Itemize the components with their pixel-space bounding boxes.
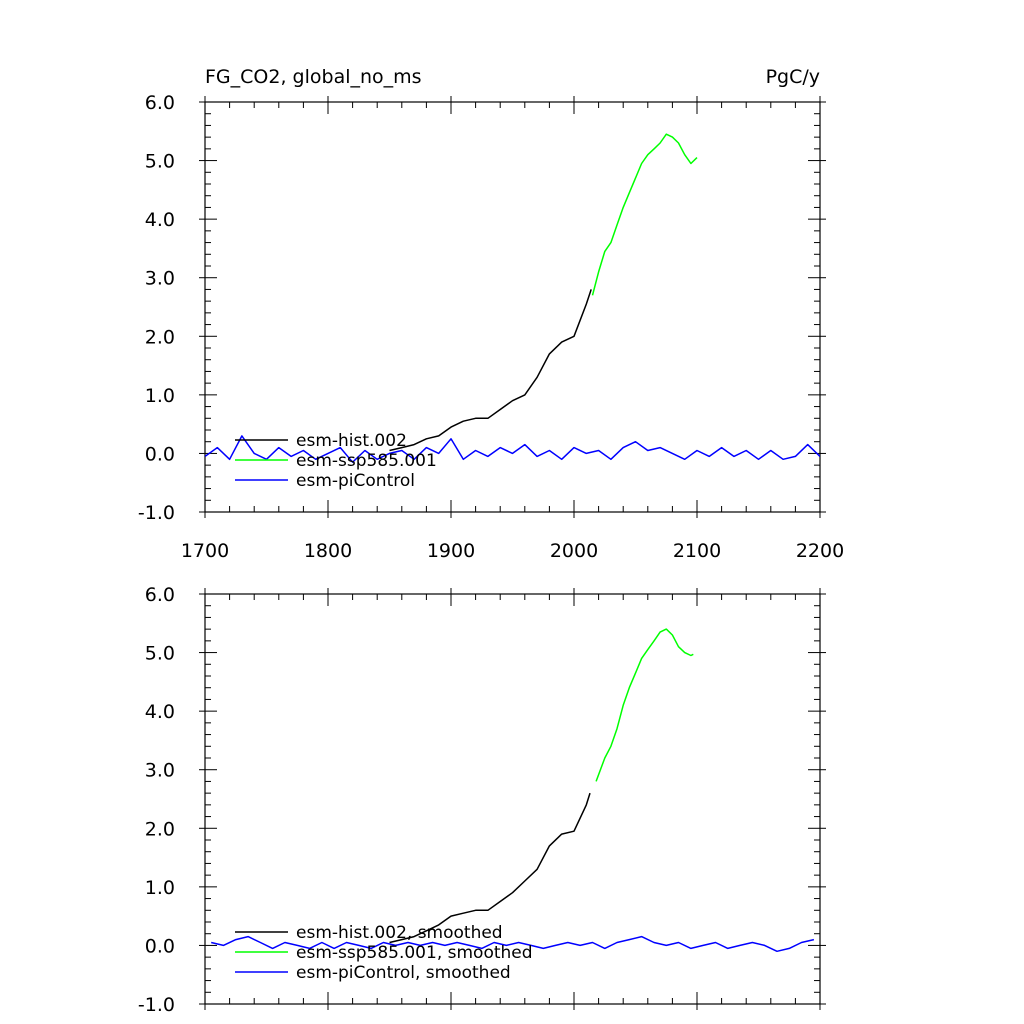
y-tick-label: -1.0: [138, 502, 175, 524]
y-tick-label: 0.0: [145, 443, 175, 465]
legend-label: esm-hist.002, smoothed: [296, 923, 503, 943]
y-tick-label: 1.0: [145, 385, 175, 407]
legend-label: esm-hist.002: [296, 431, 407, 451]
y-tick-label: 3.0: [145, 268, 175, 290]
y-tick-label: 4.0: [145, 209, 175, 231]
legend-label: esm-piControl: [296, 471, 415, 491]
y-tick-label: 1.0: [145, 877, 175, 899]
y-tick-label: 2.0: [145, 818, 175, 840]
legend-label: esm-ssp585.001, smoothed: [296, 943, 533, 963]
series-line-1: [389, 289, 592, 452]
series-group: [211, 628, 815, 953]
series-line-3: [205, 435, 820, 463]
y-tick-label: 0.0: [145, 935, 175, 957]
y-tick-label: 3.0: [145, 760, 175, 782]
series-group: [205, 133, 820, 463]
series-line-2: [595, 628, 694, 782]
series-line-1: [389, 792, 591, 944]
legend-label: esm-ssp585.001: [296, 451, 437, 471]
y-tick-label: 6.0: [145, 92, 175, 114]
x-tick-label: 1800: [304, 540, 352, 562]
plot-frame: [204, 593, 821, 1005]
top-panel: -1.0 0.0 1.0 2.0 3.0 4.0 5.0 6.0 1700 1800 1900 200…: [138, 92, 844, 562]
x-tick-label: 1900: [427, 540, 475, 562]
series-line-3: [211, 935, 815, 953]
y-tick-label: 5.0: [145, 643, 175, 665]
x-tick-label: 2200: [796, 540, 844, 562]
x-tick-label: 1700: [181, 540, 229, 562]
y-tick-label: 2.0: [145, 326, 175, 348]
y-tick-label: 5.0: [145, 151, 175, 173]
y-tick-label: 6.0: [145, 584, 175, 606]
x-tick-label: 2000: [550, 540, 598, 562]
y-tick-label: -1.0: [138, 994, 175, 1016]
legend-label: esm-piControl, smoothed: [296, 963, 511, 983]
y-tick-label: 4.0: [145, 701, 175, 723]
chart-title: FG_CO2, global_no_ms: [205, 66, 422, 88]
series-line-2: [591, 133, 698, 296]
units-label: PgC/y: [766, 66, 820, 88]
bottom-panel: -1.0 0.0 1.0 2.0 3.0 4.0 5.0 6.0 esm-hist.002, s…: [138, 584, 826, 1016]
x-tick-label: 2100: [673, 540, 721, 562]
plot-frame: [204, 101, 821, 513]
